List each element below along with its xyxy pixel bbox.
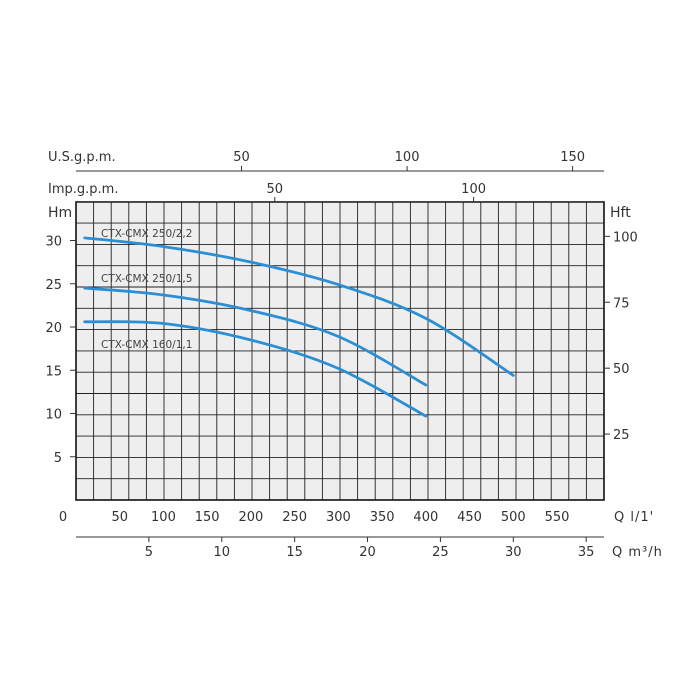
x-tick-label: 550 xyxy=(545,510,570,525)
curve-label-250-1-5: CTX-CMX 250/1,5 xyxy=(101,273,192,285)
usgpm-tick-label: 150 xyxy=(560,150,585,165)
x-tick-label: 200 xyxy=(239,510,264,525)
m3h-tick-label: 20 xyxy=(359,545,376,560)
top-axis-label-usgpm: U.S.g.p.m. xyxy=(48,150,116,165)
usgpm-tick-label: 100 xyxy=(395,150,420,165)
x-tick-label: 300 xyxy=(326,510,351,525)
x-tick-label: 500 xyxy=(501,510,526,525)
m3h-tick-label: 5 xyxy=(145,545,153,560)
grid-lines xyxy=(75,201,605,501)
m3h-tick-label: 15 xyxy=(286,545,303,560)
top-axis-label-impgpm: Imp.g.p.m. xyxy=(48,182,118,197)
hft-tick-label: 100 xyxy=(613,230,638,245)
curve-series-1 xyxy=(83,286,428,387)
x-tick-label: 50 xyxy=(111,510,128,525)
x-tick-label: 350 xyxy=(370,510,395,525)
x-tick-label: 250 xyxy=(282,510,307,525)
y-tick-label: 20 xyxy=(45,321,62,336)
impgpm-tick-label: 50 xyxy=(267,182,284,197)
x-tick-label: 400 xyxy=(413,510,438,525)
usgpm-tick-label: 50 xyxy=(233,150,250,165)
x-axis-label-lmin: Q l/1' xyxy=(614,510,654,525)
y-tick-label: 15 xyxy=(45,364,62,379)
m3h-tick-label: 10 xyxy=(213,545,230,560)
y-tick-label: 30 xyxy=(45,235,62,250)
hft-tick-label: 50 xyxy=(613,362,630,377)
m3h-tick-label: 25 xyxy=(432,545,449,560)
y-tick-label: 25 xyxy=(45,278,62,293)
x-axis-label-m3h: Q m³/h xyxy=(612,545,663,560)
curve-label-160-1-1: CTX-CMX 160/1,1 xyxy=(101,339,192,351)
y-tick-label: 5 xyxy=(54,451,62,466)
y-axis-label-hm: Hm xyxy=(48,205,72,221)
x-tick-label: 0 xyxy=(59,510,67,525)
y-axis-label-hft: Hft xyxy=(610,205,631,221)
x-tick-label: 450 xyxy=(457,510,482,525)
curve-series-2 xyxy=(83,320,428,418)
curve-series-0 xyxy=(83,236,515,377)
x-tick-label: 150 xyxy=(195,510,220,525)
impgpm-tick-label: 100 xyxy=(461,182,486,197)
x-tick-label: 100 xyxy=(151,510,176,525)
m3h-tick-label: 30 xyxy=(505,545,522,560)
hft-tick-label: 75 xyxy=(613,296,630,311)
m3h-tick-label: 35 xyxy=(578,545,595,560)
curves-group xyxy=(83,236,515,418)
y-tick-label: 10 xyxy=(45,408,62,423)
curve-label-250-2-2: CTX-CMX 250/2,2 xyxy=(101,228,192,240)
hft-tick-label: 25 xyxy=(613,428,630,443)
